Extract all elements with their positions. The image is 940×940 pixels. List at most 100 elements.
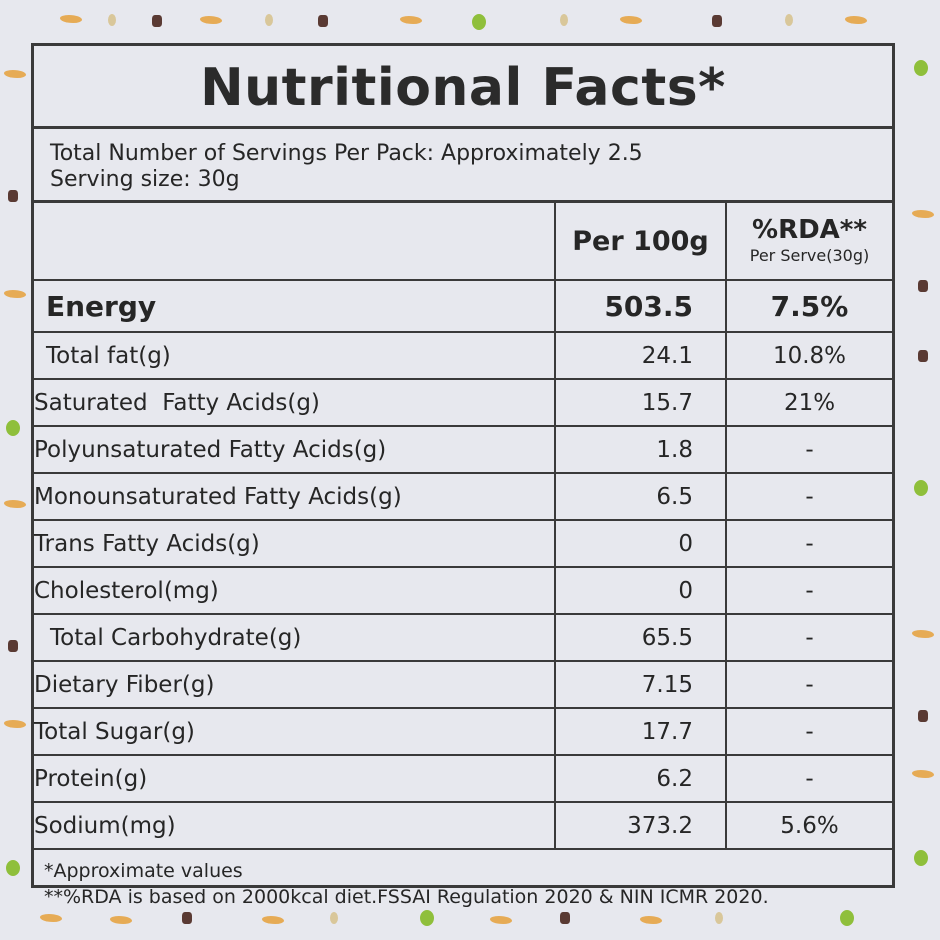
column-header-rda: %RDA** Per Serve(30g) xyxy=(726,203,892,281)
nutrient-per100-value: 503.5 xyxy=(555,280,727,333)
chocolate-chip-icon xyxy=(712,15,722,27)
footnote-rda-basis: **%RDA is based on 2000kcal diet.FSSAI R… xyxy=(44,886,769,908)
seed-icon xyxy=(330,912,338,924)
nutrient-label: Total Carbohydrate(g) xyxy=(34,614,556,662)
chocolate-chip-icon xyxy=(918,280,928,292)
nutrient-rda-value: - xyxy=(726,473,892,521)
serving-size: Serving size: 30g xyxy=(50,167,240,192)
nutrient-label: Saturated Fatty Acids(g) xyxy=(34,379,556,427)
nutrient-per100-value: 0 xyxy=(555,520,727,568)
grape-icon xyxy=(420,910,434,926)
nutrient-per100-value: 24.1 xyxy=(555,332,727,380)
wheat-icon xyxy=(200,16,222,24)
footnotes: *Approximate values **%RDA is based on 2… xyxy=(34,850,892,910)
grape-icon xyxy=(472,14,486,30)
chocolate-chip-icon xyxy=(918,350,928,362)
seed-icon xyxy=(108,14,116,26)
header-blank-cell xyxy=(34,203,556,281)
nutrient-rda-value: - xyxy=(726,614,892,662)
grape-icon xyxy=(6,860,20,876)
nutrient-label: Trans Fatty Acids(g) xyxy=(34,520,556,568)
wheat-icon xyxy=(490,916,512,924)
nutrient-rda-value: 21% xyxy=(726,379,892,427)
wheat-icon xyxy=(912,210,934,218)
chocolate-chip-icon xyxy=(560,912,570,924)
nutrient-rda-value: 5.6% xyxy=(726,802,892,850)
chocolate-chip-icon xyxy=(918,710,928,722)
nutrient-label: Cholesterol(mg) xyxy=(34,567,556,615)
grape-icon xyxy=(914,60,928,76)
wheat-icon xyxy=(110,916,132,924)
wheat-icon xyxy=(4,720,26,728)
nutrient-per100-value: 6.2 xyxy=(555,755,727,803)
servings-info: Total Number of Servings Per Pack: Appro… xyxy=(34,129,892,203)
seed-icon xyxy=(265,14,273,26)
table-row: Monounsaturated Fatty Acids(g) 6.5 - xyxy=(34,473,892,521)
table-row: Saturated Fatty Acids(g) 15.7 21% xyxy=(34,379,892,427)
nutrient-label: Sodium(mg) xyxy=(34,802,556,850)
grape-icon xyxy=(6,420,20,436)
nutrient-rda-value: - xyxy=(726,426,892,474)
nutrient-per100-value: 6.5 xyxy=(555,473,727,521)
nutrient-per100-value: 17.7 xyxy=(555,708,727,756)
nutrient-label: Total fat(g) xyxy=(34,332,556,380)
table-row: Sodium(mg) 373.2 5.6% xyxy=(34,802,892,850)
nutrient-rda-value: 10.8% xyxy=(726,332,892,380)
table-row: Dietary Fiber(g) 7.15 - xyxy=(34,661,892,709)
wheat-icon xyxy=(262,916,284,924)
nutrient-per100-value: 15.7 xyxy=(555,379,727,427)
rda-subheading: Per Serve(30g) xyxy=(749,246,870,265)
column-header-per100: Per 100g xyxy=(555,203,727,281)
footnote-approx: *Approximate values xyxy=(44,860,243,882)
grape-icon xyxy=(914,480,928,496)
wheat-icon xyxy=(912,630,934,638)
nutrient-label: Polyunsaturated Fatty Acids(g) xyxy=(34,426,556,474)
table-row: Total fat(g) 24.1 10.8% xyxy=(34,332,892,380)
nutrient-per100-value: 1.8 xyxy=(555,426,727,474)
table-row: Polyunsaturated Fatty Acids(g) 1.8 - xyxy=(34,426,892,474)
chocolate-chip-icon xyxy=(182,912,192,924)
nutrient-rda-value: - xyxy=(726,661,892,709)
nutrition-facts-panel: Nutritional Facts* Total Number of Servi… xyxy=(31,43,895,908)
seed-icon xyxy=(560,14,568,26)
wheat-icon xyxy=(640,916,662,924)
wheat-icon xyxy=(4,70,26,78)
wheat-icon xyxy=(620,16,642,24)
grape-icon xyxy=(840,910,854,926)
wheat-icon xyxy=(400,16,422,24)
table-row: Cholesterol(mg) 0 - xyxy=(34,567,892,615)
nutrient-rda-value: - xyxy=(726,567,892,615)
table-row: Protein(g) 6.2 - xyxy=(34,755,892,803)
wheat-icon xyxy=(845,16,867,24)
nutrient-rda-value: 7.5% xyxy=(726,280,892,333)
wheat-icon xyxy=(4,290,26,298)
table-row: Trans Fatty Acids(g) 0 - xyxy=(34,520,892,568)
wheat-icon xyxy=(4,500,26,508)
wheat-icon xyxy=(912,770,934,778)
chocolate-chip-icon xyxy=(152,15,162,27)
seed-icon xyxy=(785,14,793,26)
nutrient-rda-value: - xyxy=(726,708,892,756)
nutrient-label: Energy xyxy=(34,280,556,333)
wheat-icon xyxy=(40,914,62,922)
nutrient-label: Protein(g) xyxy=(34,755,556,803)
servings-per-pack: Total Number of Servings Per Pack: Appro… xyxy=(50,141,643,166)
wheat-icon xyxy=(60,15,82,23)
nutrient-label: Monounsaturated Fatty Acids(g) xyxy=(34,473,556,521)
nutrient-per100-value: 373.2 xyxy=(555,802,727,850)
nutrient-per100-value: 65.5 xyxy=(555,614,727,662)
nutrient-per100-value: 7.15 xyxy=(555,661,727,709)
nutrient-label: Total Sugar(g) xyxy=(34,708,556,756)
chocolate-chip-icon xyxy=(8,640,18,652)
seed-icon xyxy=(715,912,723,924)
table-row: Total Sugar(g) 17.7 - xyxy=(34,708,892,756)
chocolate-chip-icon xyxy=(318,15,328,27)
nutrient-rda-value: - xyxy=(726,755,892,803)
table-header-row: Per 100g %RDA** Per Serve(30g) xyxy=(34,203,892,281)
nutrient-rda-value: - xyxy=(726,520,892,568)
nutrient-label: Dietary Fiber(g) xyxy=(34,661,556,709)
table-row: Total Carbohydrate(g) 65.5 - xyxy=(34,614,892,662)
nutrition-table: Per 100g %RDA** Per Serve(30g) Energy 50… xyxy=(34,203,892,850)
table-row-energy: Energy 503.5 7.5% xyxy=(34,280,892,333)
chocolate-chip-icon xyxy=(8,190,18,202)
